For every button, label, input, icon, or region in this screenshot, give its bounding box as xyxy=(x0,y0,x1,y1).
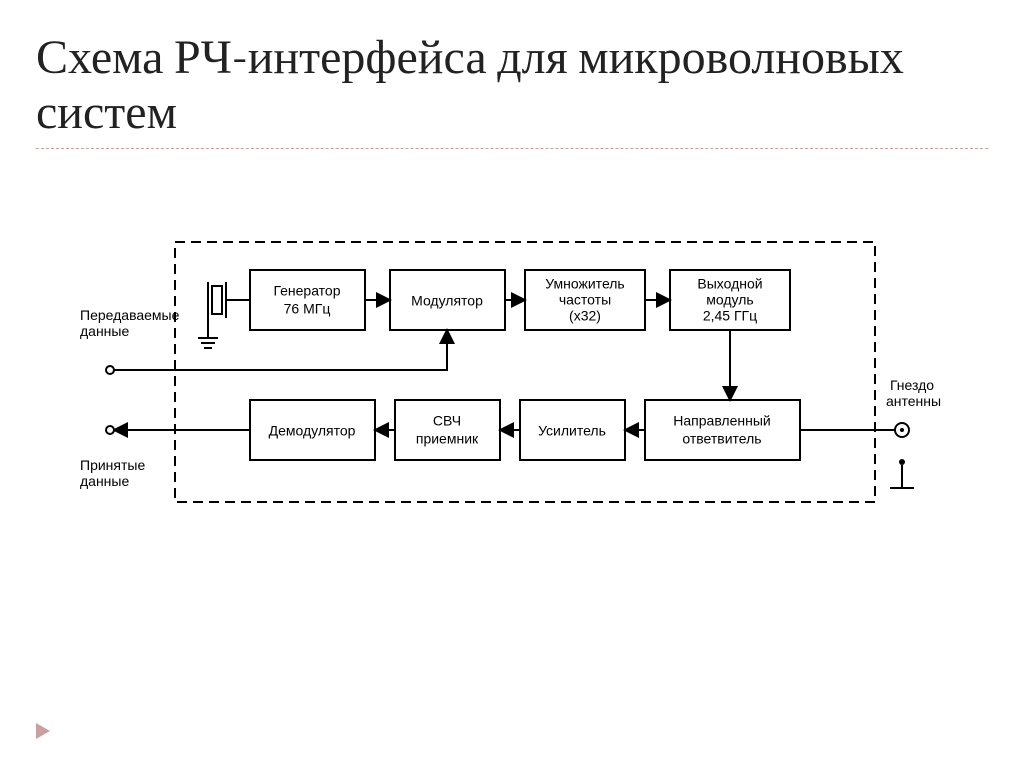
node-demodulator: Демодулятор xyxy=(250,400,375,460)
crystal-icon xyxy=(198,282,250,348)
node-generator: Генератор 76 МГц xyxy=(250,270,365,330)
svg-text:2,45 ГГц: 2,45 ГГц xyxy=(703,308,757,324)
tx-label-1: Передаваемые xyxy=(80,307,180,323)
svg-text:приемник: приемник xyxy=(416,431,479,447)
svg-text:Модулятор: Модулятор xyxy=(411,293,483,309)
antenna-ground-icon xyxy=(890,459,914,488)
antenna-port xyxy=(800,423,909,437)
svg-text:Умножитель: Умножитель xyxy=(545,276,624,292)
rx-label-1: Принятые xyxy=(80,457,145,473)
svg-text:Генератор: Генератор xyxy=(273,283,340,299)
footer-triangle-icon xyxy=(36,723,58,739)
rx-output xyxy=(106,426,250,434)
node-coupler: Направленный ответвитель xyxy=(645,400,800,460)
node-modulator: Модулятор xyxy=(390,270,505,330)
tx-label-2: данные xyxy=(80,323,129,339)
svg-text:Демодулятор: Демодулятор xyxy=(269,423,356,439)
node-multiplier: Умножитель частоты (x32) xyxy=(525,270,645,330)
slide-title: Схема РЧ-интерфейса для микроволновых си… xyxy=(36,30,988,140)
svg-text:Направленный: Направленный xyxy=(673,413,770,429)
slide: Схема РЧ-интерфейса для микроволновых си… xyxy=(0,0,1024,767)
svg-text:(x32): (x32) xyxy=(569,308,601,324)
node-amplifier: Усилитель xyxy=(520,400,625,460)
rf-diagram: Генератор 76 МГц Модулятор Умножитель ча… xyxy=(80,230,950,550)
node-receiver: СВЧ приемник xyxy=(395,400,500,460)
svg-text:частоты: частоты xyxy=(559,292,611,308)
svg-text:СВЧ: СВЧ xyxy=(433,413,461,429)
svg-text:модуль: модуль xyxy=(706,292,753,308)
ant-label-2: антенны xyxy=(886,393,941,409)
svg-text:Выходной: Выходной xyxy=(697,276,762,292)
rx-label-2: данные xyxy=(80,473,129,489)
ant-label-1: Гнездо xyxy=(890,377,934,393)
svg-text:76 МГц: 76 МГц xyxy=(284,301,331,317)
svg-text:Усилитель: Усилитель xyxy=(538,423,606,439)
title-rule xyxy=(36,148,988,149)
svg-text:ответвитель: ответвитель xyxy=(682,431,761,447)
node-output-module: Выходной модуль 2,45 ГГц xyxy=(670,270,790,330)
tx-input xyxy=(106,330,447,374)
